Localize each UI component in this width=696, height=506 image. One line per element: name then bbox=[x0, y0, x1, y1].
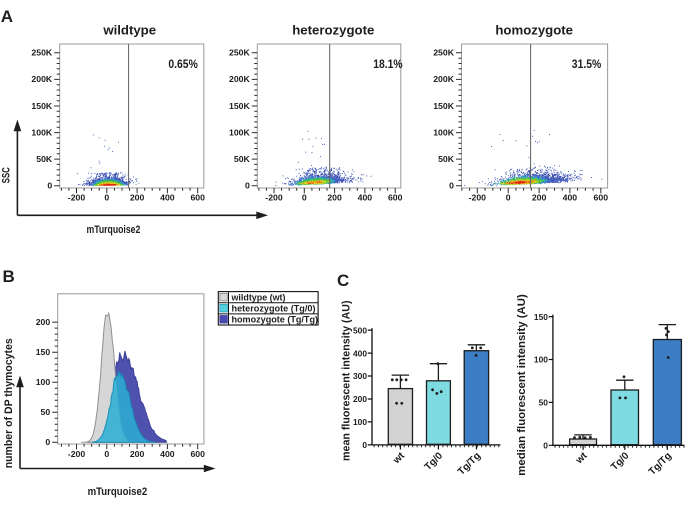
svg-text:-200: -200 bbox=[68, 193, 86, 203]
svg-text:18.1%: 18.1% bbox=[373, 57, 403, 71]
svg-text:C: C bbox=[337, 271, 349, 290]
svg-text:50K: 50K bbox=[36, 154, 53, 164]
svg-text:100: 100 bbox=[534, 355, 548, 365]
svg-text:mean fluorescent intensity (AU: mean fluorescent intensity (AU) bbox=[341, 300, 353, 461]
svg-text:-200: -200 bbox=[469, 193, 487, 203]
svg-text:400: 400 bbox=[358, 193, 373, 203]
svg-text:200: 200 bbox=[36, 317, 51, 327]
svg-text:150: 150 bbox=[534, 312, 548, 322]
svg-text:150: 150 bbox=[36, 347, 51, 357]
svg-text:50K: 50K bbox=[438, 154, 455, 164]
svg-text:0: 0 bbox=[449, 181, 454, 191]
svg-text:200: 200 bbox=[130, 449, 145, 459]
svg-text:100K: 100K bbox=[31, 127, 52, 137]
svg-text:number of DP thymocytes: number of DP thymocytes bbox=[3, 338, 15, 468]
svg-text:B: B bbox=[3, 267, 15, 286]
svg-text:mTurquoise2: mTurquoise2 bbox=[87, 224, 141, 236]
svg-text:0: 0 bbox=[362, 440, 367, 450]
svg-text:31.5%: 31.5% bbox=[572, 57, 602, 71]
svg-text:400: 400 bbox=[353, 348, 367, 358]
svg-text:400: 400 bbox=[160, 449, 175, 459]
svg-text:wildtype: wildtype bbox=[102, 23, 156, 38]
svg-text:400: 400 bbox=[563, 193, 578, 203]
svg-text:0: 0 bbox=[543, 441, 548, 451]
svg-text:0: 0 bbox=[45, 437, 50, 447]
svg-text:200: 200 bbox=[130, 193, 145, 203]
svg-text:300: 300 bbox=[353, 371, 367, 381]
svg-text:600: 600 bbox=[190, 449, 205, 459]
svg-text:250K: 250K bbox=[31, 48, 52, 58]
svg-text:homozygote (Tg/Tg): homozygote (Tg/Tg) bbox=[232, 315, 319, 325]
svg-text:A: A bbox=[1, 7, 13, 26]
svg-text:100K: 100K bbox=[433, 127, 454, 137]
svg-text:400: 400 bbox=[160, 193, 175, 203]
svg-text:100K: 100K bbox=[229, 127, 250, 137]
svg-text:median fluorescent intensity (: median fluorescent intensity (AU) bbox=[516, 294, 528, 476]
svg-text:0.65%: 0.65% bbox=[168, 57, 198, 71]
svg-text:100: 100 bbox=[353, 417, 367, 427]
svg-text:0: 0 bbox=[104, 449, 109, 459]
svg-text:0: 0 bbox=[245, 181, 250, 191]
svg-text:600: 600 bbox=[388, 193, 403, 203]
svg-text:200: 200 bbox=[327, 193, 342, 203]
svg-text:200: 200 bbox=[353, 394, 367, 404]
svg-text:200K: 200K bbox=[229, 74, 250, 84]
svg-text:homozygote: homozygote bbox=[495, 23, 573, 38]
svg-text:heterozygote (Tg/0): heterozygote (Tg/0) bbox=[232, 304, 316, 314]
svg-text:150K: 150K bbox=[433, 101, 454, 111]
svg-text:200K: 200K bbox=[433, 74, 454, 84]
svg-text:SSC: SSC bbox=[0, 167, 12, 183]
svg-text:0: 0 bbox=[506, 193, 511, 203]
svg-text:250K: 250K bbox=[433, 48, 454, 58]
svg-text:600: 600 bbox=[594, 193, 609, 203]
svg-text:150K: 150K bbox=[31, 101, 52, 111]
svg-text:250K: 250K bbox=[229, 48, 250, 58]
svg-text:-200: -200 bbox=[68, 449, 86, 459]
svg-text:150K: 150K bbox=[229, 101, 250, 111]
svg-text:50: 50 bbox=[41, 407, 51, 417]
svg-text:200K: 200K bbox=[31, 74, 52, 84]
svg-text:50: 50 bbox=[539, 398, 549, 408]
svg-text:wildtype (wt): wildtype (wt) bbox=[231, 292, 286, 302]
svg-text:0: 0 bbox=[47, 181, 52, 191]
svg-text:-200: -200 bbox=[265, 193, 283, 203]
svg-text:0: 0 bbox=[302, 193, 307, 203]
svg-text:100: 100 bbox=[36, 377, 51, 387]
svg-text:500: 500 bbox=[353, 325, 367, 335]
svg-text:200: 200 bbox=[532, 193, 547, 203]
svg-text:0: 0 bbox=[104, 193, 109, 203]
svg-text:heterozygote: heterozygote bbox=[292, 23, 374, 38]
svg-text:600: 600 bbox=[190, 193, 205, 203]
svg-text:mTurquoise2: mTurquoise2 bbox=[88, 486, 148, 498]
svg-text:50K: 50K bbox=[234, 154, 251, 164]
